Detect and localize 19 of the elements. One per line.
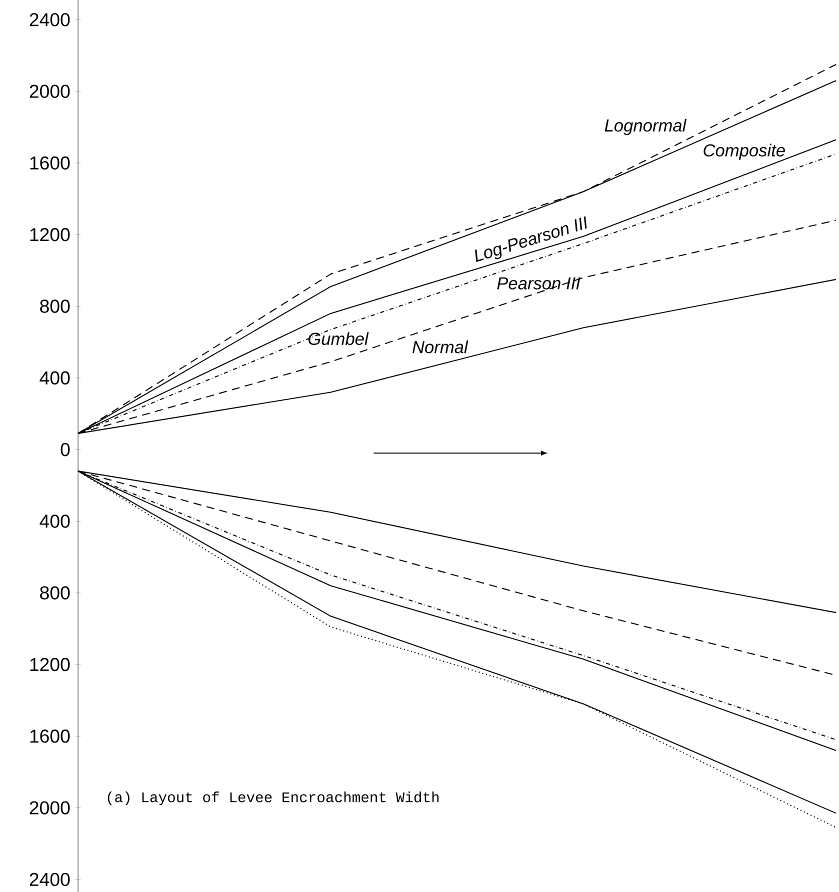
y-tick-label: 1600: [30, 156, 70, 170]
y-tick-label: 400: [40, 514, 70, 528]
series-label: Gumbel: [308, 332, 369, 345]
series-label: Normal: [412, 340, 468, 354]
y-tick-label: 2400: [30, 13, 70, 26]
y-tick-label: 1200: [30, 228, 70, 242]
y-tick-label: 2000: [30, 84, 70, 98]
y-tick-label: 1600: [30, 730, 70, 743]
series-label: Lognormal: [604, 118, 687, 136]
y-tick-label: 1200: [30, 658, 70, 672]
series-label: Pearson III: [497, 277, 580, 290]
y-tick-label: 800: [40, 300, 70, 313]
y-tick-label: 400: [40, 371, 70, 385]
annotation: (a) Layout of Levee Encroachment Width: [108, 792, 439, 806]
y-tick-label: 2000: [30, 801, 70, 814]
y-tick-label: 800: [40, 586, 70, 600]
y-tick-label: 2400: [30, 872, 70, 886]
series-label: Composite: [704, 144, 785, 160]
y-tick-label: 0: [60, 442, 70, 456]
